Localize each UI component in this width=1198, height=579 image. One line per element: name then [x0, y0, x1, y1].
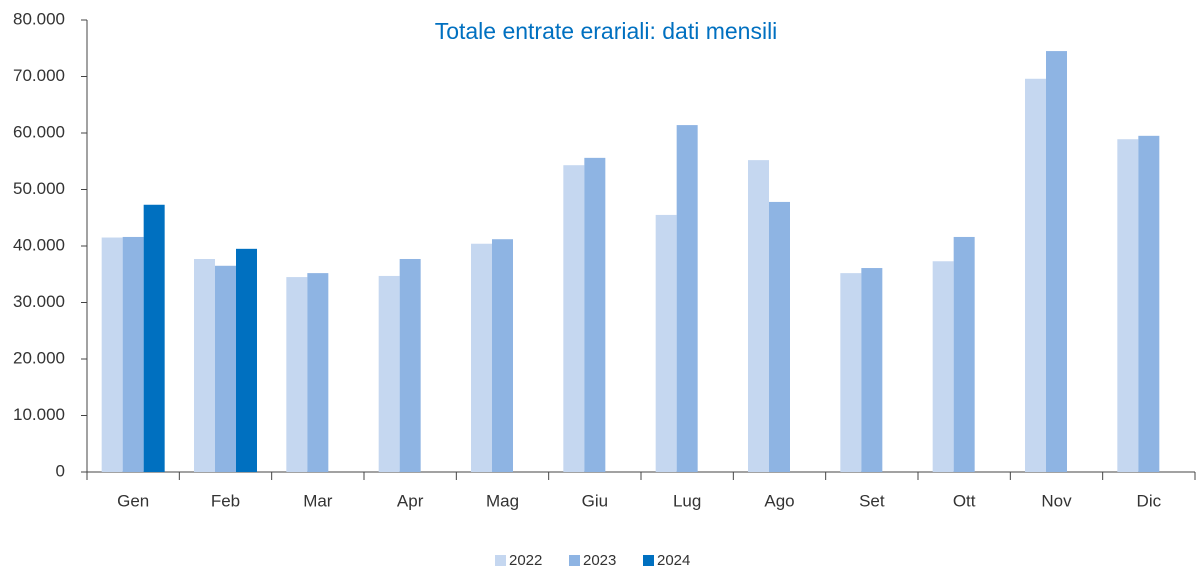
bar [748, 160, 769, 472]
bar [840, 273, 862, 472]
x-tick-label: Apr [397, 491, 424, 510]
y-tick-label: 50.000 [13, 179, 65, 198]
y-tick-label: 10.000 [13, 405, 65, 424]
bar [861, 268, 883, 472]
x-tick-label: Giu [582, 491, 608, 510]
bar [236, 248, 257, 472]
legend-label: 2022 [509, 552, 542, 569]
bar [953, 236, 975, 472]
y-tick-label: 40.000 [13, 235, 65, 254]
bar [492, 239, 513, 472]
legend-swatch [643, 555, 654, 566]
legend-swatch [495, 555, 506, 566]
x-tick-label: Mar [303, 491, 333, 510]
bar [194, 258, 215, 472]
x-tick-label: Feb [211, 491, 240, 510]
x-tick-label: Lug [673, 491, 701, 510]
bar [676, 125, 698, 472]
bar [769, 201, 790, 472]
bar [1117, 139, 1139, 472]
x-tick-label: Nov [1041, 491, 1072, 510]
y-tick-label: 60.000 [13, 122, 65, 141]
bar [101, 237, 123, 472]
y-tick-label: 20.000 [13, 348, 65, 367]
bar [655, 214, 677, 473]
legend-swatch [569, 555, 580, 566]
y-tick-label: 70.000 [13, 66, 65, 85]
chart-title: Totale entrate erariali: dati mensili [435, 18, 778, 44]
x-tick-label: Ago [764, 491, 794, 510]
y-tick-label: 80.000 [13, 9, 65, 28]
bar [215, 265, 236, 472]
x-tick-label: Gen [117, 491, 149, 510]
bar [471, 243, 492, 472]
bar [143, 204, 165, 472]
bar [563, 165, 585, 472]
bar [1046, 51, 1067, 472]
bar [584, 157, 606, 473]
bar [932, 261, 954, 472]
y-tick-label: 30.000 [13, 292, 65, 311]
x-tick-label: Ott [953, 491, 976, 510]
x-tick-label: Mag [486, 491, 519, 510]
y-tick-label: 0 [56, 461, 65, 480]
bar [378, 275, 400, 472]
legend-label: 2023 [583, 552, 616, 569]
legend-label: 2024 [657, 552, 690, 569]
x-tick-label: Set [859, 491, 885, 510]
bar [1025, 78, 1046, 472]
bar [122, 236, 144, 472]
bar [286, 277, 308, 472]
bar [307, 273, 329, 472]
x-tick-label: Dic [1137, 491, 1162, 510]
bar [399, 258, 421, 472]
bar [1138, 135, 1160, 472]
